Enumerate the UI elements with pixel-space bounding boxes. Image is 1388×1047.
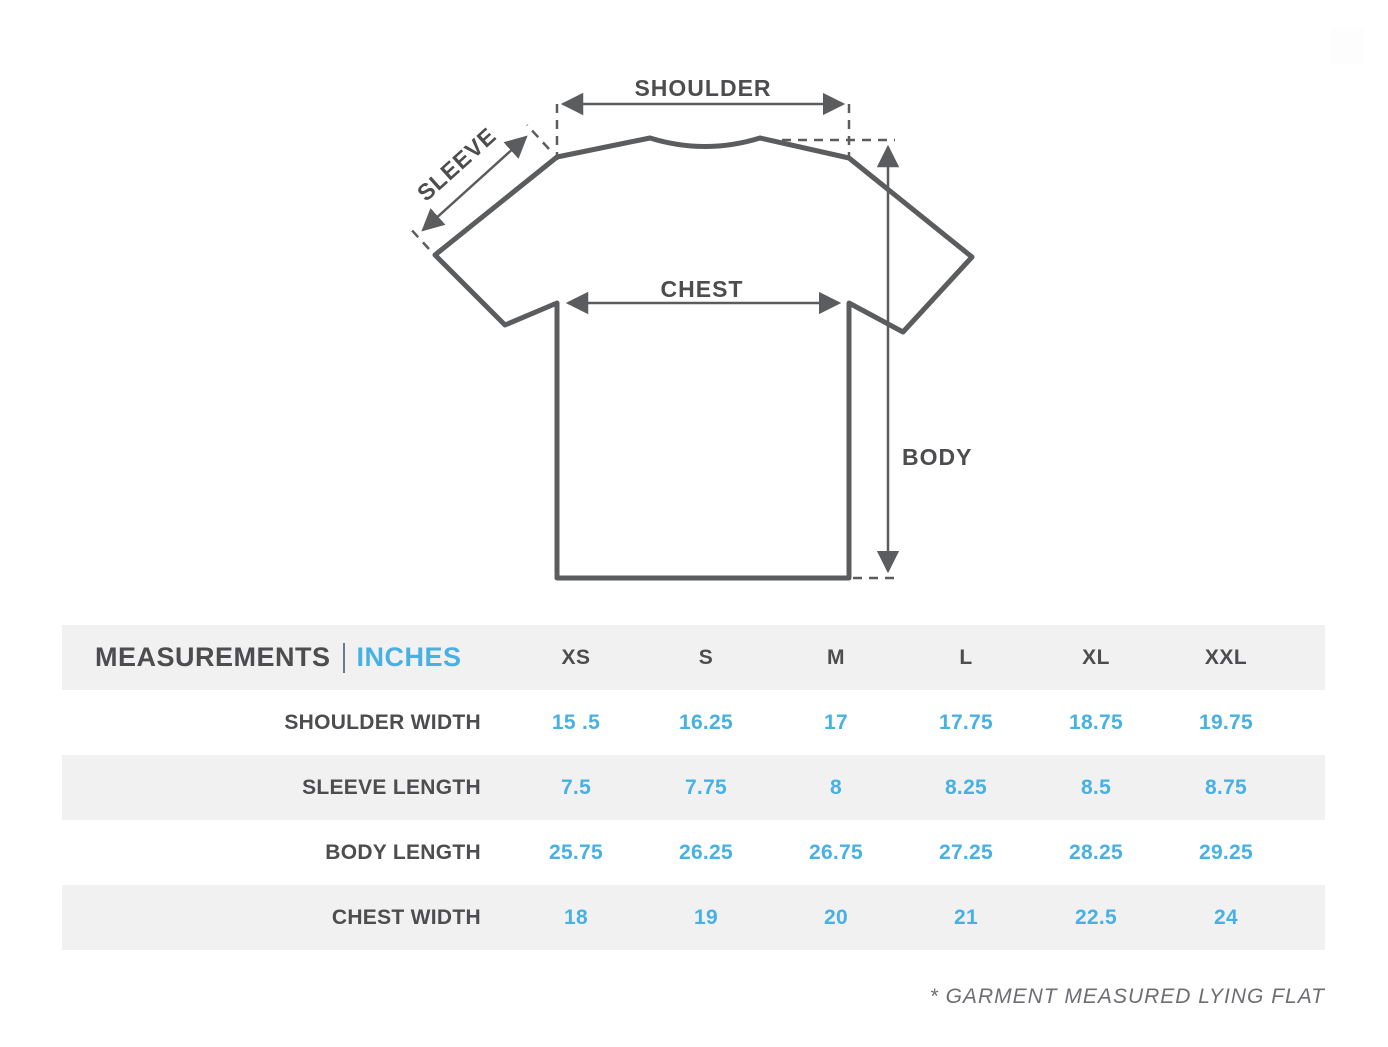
dashed-guides — [407, 104, 900, 580]
cell-value: 18 — [564, 905, 588, 929]
cell-value: 26.75 — [808, 840, 864, 864]
body-label: BODY — [902, 444, 972, 470]
row-label: SLEEVE LENGTH — [302, 775, 481, 799]
shoulder-label: SHOULDER — [634, 75, 771, 101]
table-unit: INCHES — [356, 642, 462, 672]
cell-value: 29.25 — [1198, 840, 1254, 864]
table-header-row: MEASUREMENTS INCHES XS S M L XL XXL — [62, 625, 1325, 690]
cell-value: 19 — [694, 905, 718, 929]
size-header-xxl: XXL — [1204, 645, 1248, 669]
table-row-chest-width: CHEST WIDTH 18 19 20 21 22.5 24 — [62, 885, 1325, 950]
cell-value: 8.25 — [944, 775, 988, 799]
sleeve-label: SLEEVE — [412, 122, 501, 206]
cell-value: 25.75 — [548, 840, 604, 864]
cell-value: 15 .5 — [551, 710, 601, 734]
row-label: BODY LENGTH — [325, 840, 481, 864]
cell-value: 28.25 — [1068, 840, 1124, 864]
table-title-cell: MEASUREMENTS INCHES — [62, 642, 511, 673]
size-header-xl: XL — [1082, 645, 1110, 669]
cell-value: 7.75 — [684, 775, 728, 799]
cell-value: 21 — [954, 905, 978, 929]
table-row-body-length: BODY LENGTH 25.75 26.25 26.75 27.25 28.2… — [62, 820, 1325, 885]
row-label: SHOULDER WIDTH — [284, 710, 481, 734]
cell-value: 19.75 — [1198, 710, 1254, 734]
cell-value: 24 — [1214, 905, 1238, 929]
size-header-l: L — [959, 645, 973, 669]
table-row-sleeve-length: SLEEVE LENGTH 7.5 7.75 8 8.25 8.5 8.75 — [62, 755, 1325, 820]
cell-value: 8.5 — [1080, 775, 1112, 799]
cell-value: 7.5 — [560, 775, 592, 799]
tshirt-outline — [432, 135, 975, 581]
cell-value: 20 — [824, 905, 848, 929]
cell-value: 17.75 — [938, 710, 994, 734]
size-header-s: S — [698, 645, 714, 669]
size-table: MEASUREMENTS INCHES XS S M L XL XXL SHOU… — [62, 625, 1325, 950]
table-title: MEASUREMENTS — [95, 642, 331, 672]
table-row-shoulder-width: SHOULDER WIDTH 15 .5 16.25 17 17.75 18.7… — [62, 690, 1325, 755]
cell-value: 27.25 — [938, 840, 994, 864]
sleeve-arrow — [421, 135, 528, 232]
row-label: CHEST WIDTH — [331, 905, 481, 929]
tshirt-measurement-diagram: SHOULDER CHEST BODY SLEEVE — [407, 75, 975, 581]
size-header-xs: XS — [561, 645, 591, 669]
faint-square — [1331, 29, 1364, 64]
title-divider — [342, 642, 345, 673]
cell-value: 17 — [824, 710, 848, 734]
chest-label: CHEST — [661, 276, 744, 302]
cell-value: 18.75 — [1068, 710, 1124, 734]
cell-value: 8.75 — [1204, 775, 1248, 799]
cell-value: 22.5 — [1074, 905, 1118, 929]
cell-value: 26.25 — [678, 840, 734, 864]
measurement-arrows — [421, 92, 900, 574]
footnote: * GARMENT MEASURED LYING FLAT — [929, 985, 1325, 1008]
cell-value: 8 — [830, 775, 842, 799]
cell-value: 16.25 — [678, 710, 734, 734]
size-header-m: M — [827, 645, 845, 669]
